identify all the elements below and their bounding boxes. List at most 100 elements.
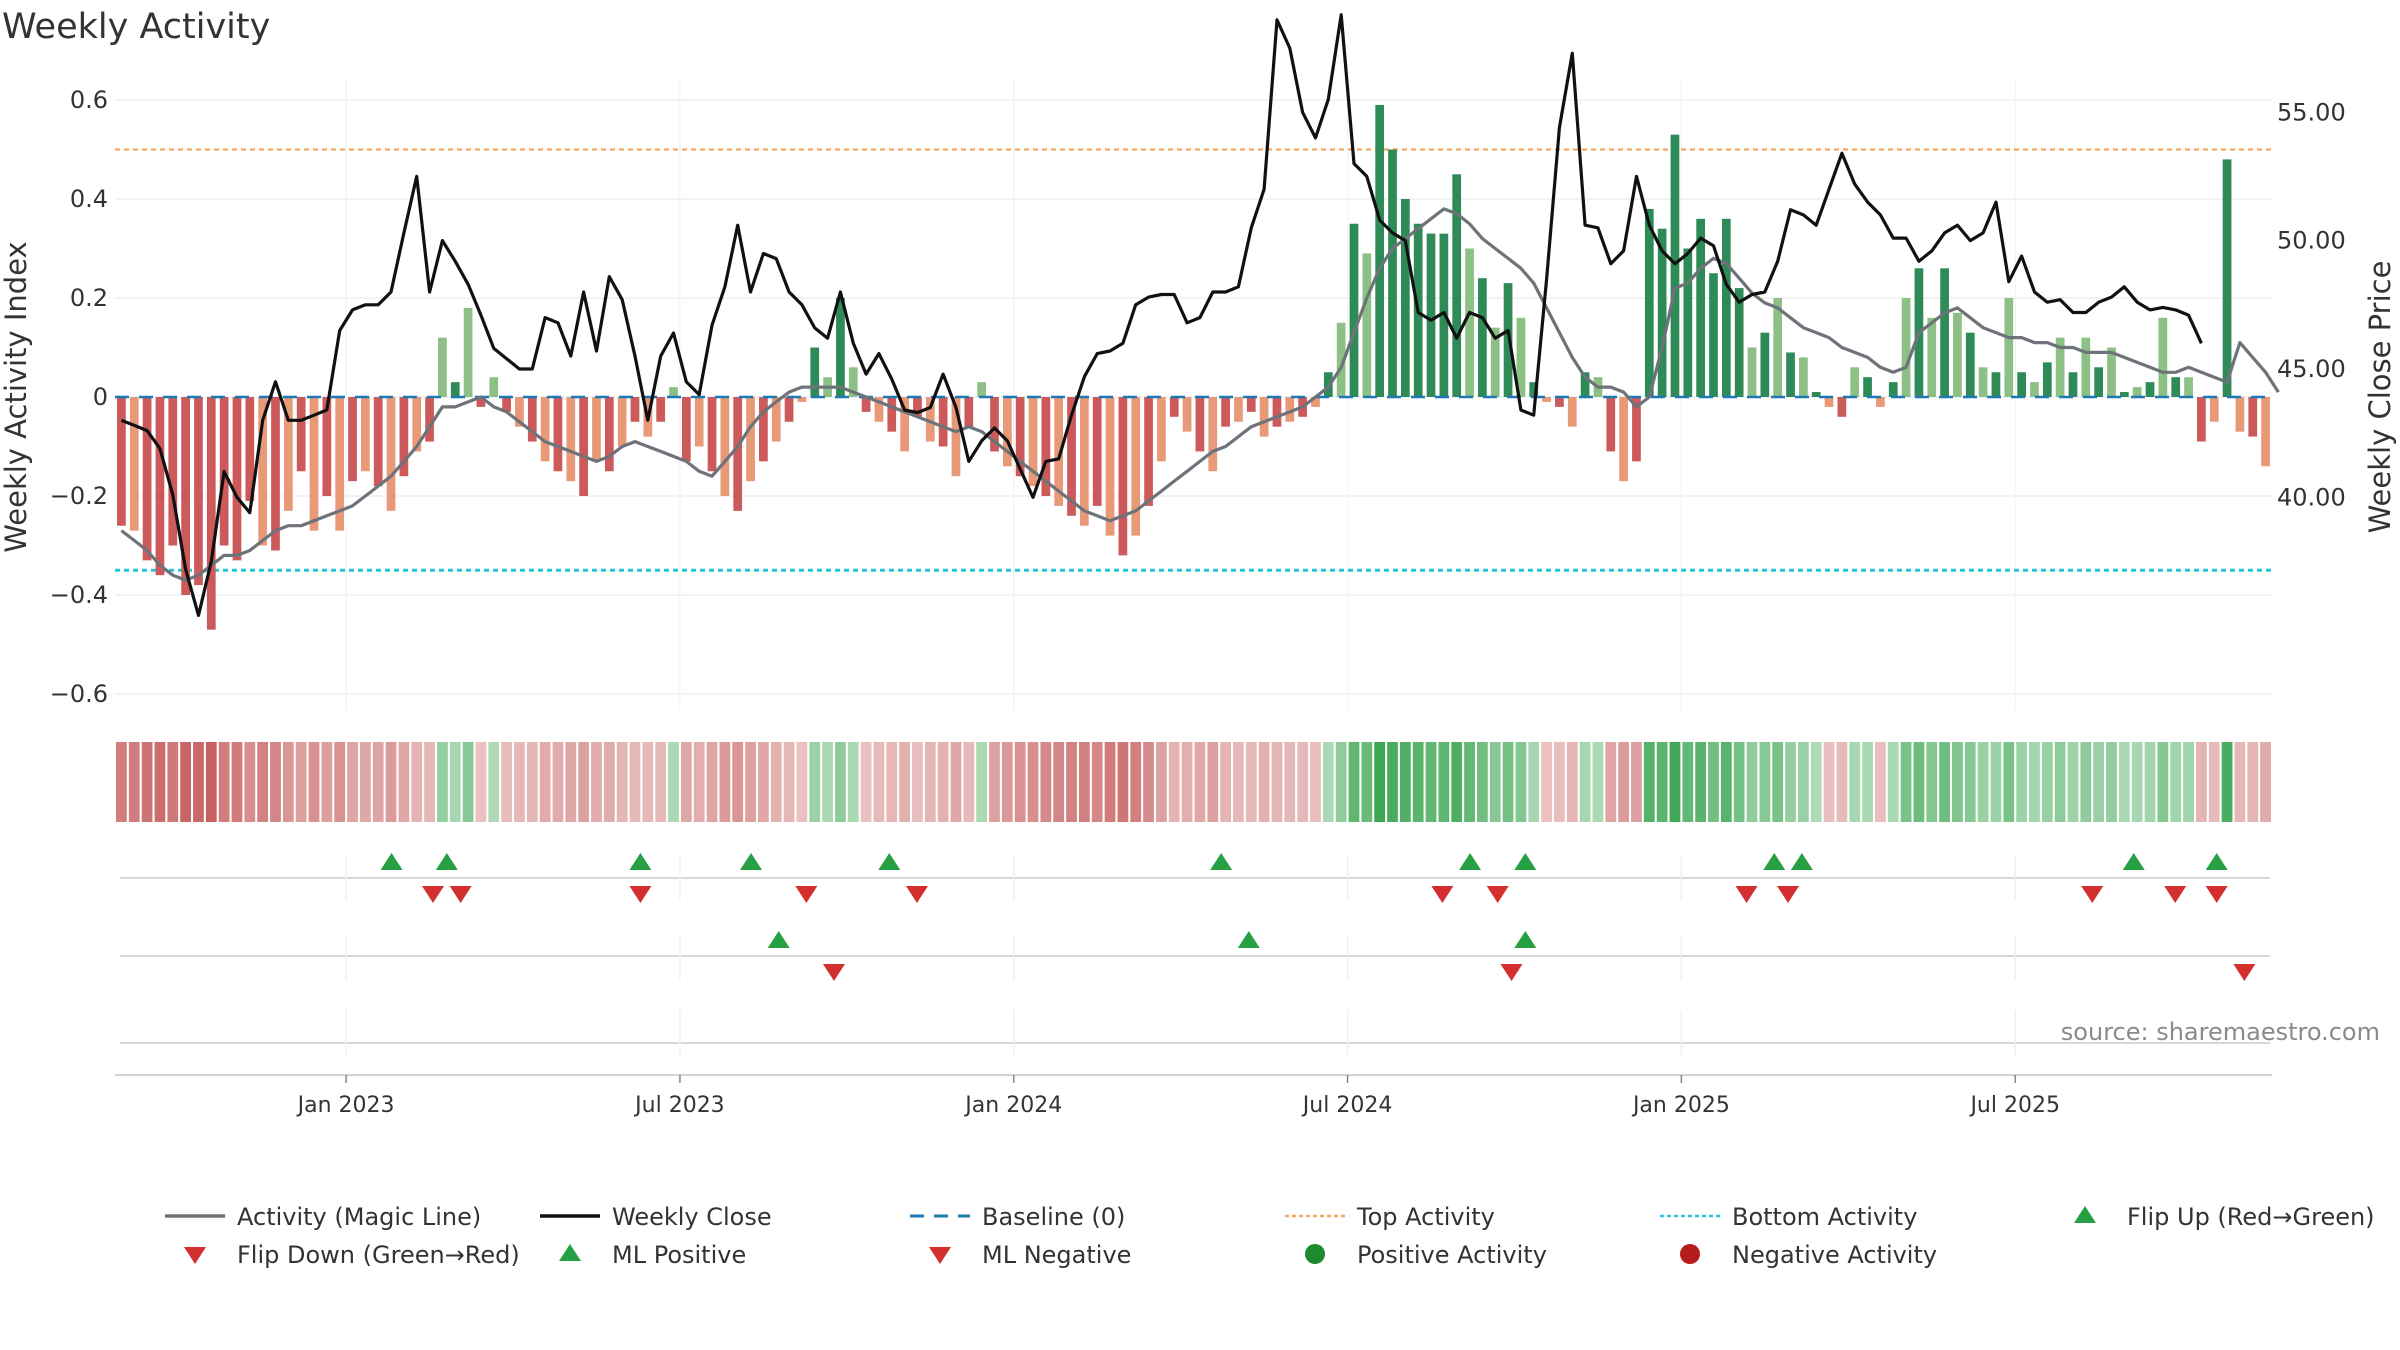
activity-bar <box>1144 397 1153 506</box>
strip-cell <box>1117 742 1129 822</box>
legend-item: Top Activity <box>1285 1203 1495 1231</box>
activity-bar <box>1208 397 1218 472</box>
ml-negative-marker <box>2233 964 2256 981</box>
activity-bar <box>951 397 961 477</box>
strip-cell <box>1541 742 1552 822</box>
strip-cell <box>385 742 397 822</box>
strip-cell <box>1027 742 1039 822</box>
strip-cell <box>1900 742 1912 822</box>
strip-cell <box>295 742 307 822</box>
activity-bar <box>1375 104 1385 397</box>
strip-cell <box>1862 742 1873 822</box>
strip-cell <box>2067 742 2079 822</box>
strip-cell <box>693 742 705 822</box>
strip-cell <box>1233 742 1244 822</box>
strip-cell <box>1746 742 1758 822</box>
activity-bar <box>746 397 755 482</box>
strip-cell <box>989 742 1000 822</box>
activity-bar <box>2248 397 2258 437</box>
activity-bar <box>1901 298 1911 397</box>
strip-cell <box>398 742 410 822</box>
strip-cell <box>2170 742 2182 822</box>
strip-cell <box>1708 742 1719 822</box>
activity-bar <box>489 377 499 397</box>
flip-up-marker <box>435 853 458 870</box>
activity-bar <box>1709 273 1718 397</box>
activity-bar <box>604 397 614 472</box>
legend-swatch <box>1680 1244 1700 1264</box>
strip-cell <box>1887 742 1899 822</box>
strip-cell <box>937 742 949 822</box>
strip-cell <box>770 742 782 822</box>
strip-cell <box>270 742 281 822</box>
strip-cell <box>796 742 808 822</box>
flip-down-marker <box>1431 886 1454 903</box>
activity-bar <box>1657 228 1667 397</box>
activity-bar <box>1490 327 1500 397</box>
activity-bar <box>1041 397 1051 496</box>
activity-bar <box>656 397 666 422</box>
strip-cell <box>1733 742 1745 822</box>
activity-bar <box>1734 288 1744 397</box>
activity-bar <box>694 397 704 447</box>
activity-bar <box>117 397 126 526</box>
activity-bar <box>168 397 178 546</box>
activity-bar <box>206 397 216 630</box>
strip-cell <box>1143 742 1154 822</box>
strip-cell <box>1322 742 1334 822</box>
activity-bar <box>1118 397 1128 556</box>
activity-bar <box>181 397 190 595</box>
flip-down-marker <box>2164 886 2187 903</box>
strip-cell <box>372 742 384 822</box>
activity-bar <box>2107 347 2116 397</box>
legend-label: Top Activity <box>1356 1203 1495 1231</box>
activity-bar <box>399 397 409 477</box>
strip-cell <box>1566 742 1578 822</box>
strip-cell <box>1977 742 1989 822</box>
activity-bar <box>913 397 922 417</box>
chart-title: Weekly Activity <box>2 7 270 47</box>
strip-cell <box>347 742 358 822</box>
activity-bar <box>1169 397 1179 417</box>
activity-bar <box>2055 337 2065 397</box>
strip-cell <box>334 742 346 822</box>
strip-cell <box>963 742 975 822</box>
strip-cell <box>1451 742 1463 822</box>
strip-cell <box>1502 742 1514 822</box>
strip-cell <box>2208 742 2220 822</box>
activity-bar <box>1182 397 1192 432</box>
strip-cell <box>2183 742 2194 822</box>
strip-cell <box>1387 742 1398 822</box>
strip-cell <box>1913 742 1925 822</box>
activity-bar <box>553 397 563 472</box>
activity-bar <box>861 397 871 412</box>
strip-cell <box>2106 742 2117 822</box>
strip-cell <box>1489 742 1501 822</box>
strip-cell <box>1014 742 1026 822</box>
strip-cell <box>719 742 731 822</box>
strip-cell <box>629 742 641 822</box>
activity-bar <box>1195 397 1205 452</box>
legend-item: Negative Activity <box>1680 1241 1937 1269</box>
strip-cell <box>1476 742 1488 822</box>
activity-bar <box>1529 382 1539 397</box>
strip-cell <box>1592 742 1604 822</box>
strip-cell <box>193 742 204 822</box>
x-tick-label: Jul 2024 <box>1301 1093 1393 1118</box>
strip-cell <box>809 742 821 822</box>
activity-bar <box>1696 218 1706 397</box>
strip-cell <box>244 742 256 822</box>
activity-bar <box>476 397 486 407</box>
strip-cell <box>539 742 551 822</box>
activity-bar <box>733 397 743 511</box>
strip-cell <box>1310 742 1321 822</box>
strip-cell <box>449 742 461 822</box>
activity-bar <box>1760 332 1770 397</box>
left-tick-label: 0.4 <box>70 185 108 213</box>
strip-cell <box>282 742 294 822</box>
activity-bar <box>887 397 897 432</box>
activity-bar <box>2171 377 2181 397</box>
activity-bar <box>2261 397 2270 467</box>
activity-bar <box>515 397 524 427</box>
